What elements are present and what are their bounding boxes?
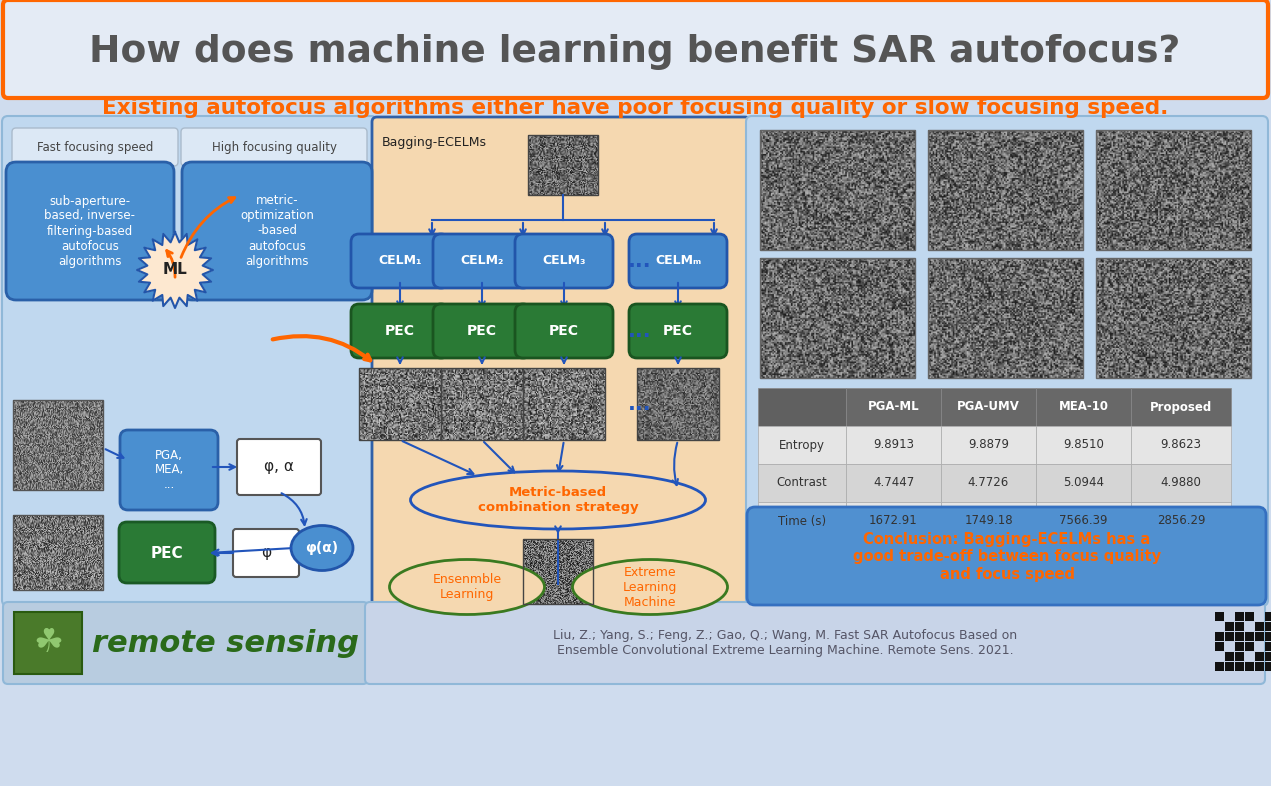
FancyBboxPatch shape — [1036, 388, 1131, 426]
FancyBboxPatch shape — [747, 507, 1266, 605]
FancyBboxPatch shape — [1131, 426, 1232, 464]
FancyBboxPatch shape — [180, 128, 367, 166]
Text: 4.7447: 4.7447 — [873, 476, 914, 490]
FancyBboxPatch shape — [1265, 662, 1271, 671]
FancyBboxPatch shape — [14, 612, 83, 674]
FancyBboxPatch shape — [236, 439, 322, 495]
FancyBboxPatch shape — [351, 304, 449, 358]
FancyBboxPatch shape — [1235, 622, 1244, 631]
FancyBboxPatch shape — [433, 304, 531, 358]
FancyBboxPatch shape — [1215, 632, 1224, 641]
FancyBboxPatch shape — [1246, 642, 1254, 651]
FancyBboxPatch shape — [433, 234, 531, 288]
Text: ...: ... — [628, 251, 652, 271]
Text: High focusing quality: High focusing quality — [211, 141, 337, 153]
FancyBboxPatch shape — [1265, 622, 1271, 631]
Text: 1672.91: 1672.91 — [869, 515, 918, 527]
FancyBboxPatch shape — [3, 602, 369, 684]
Polygon shape — [137, 232, 214, 308]
Text: φ: φ — [261, 545, 271, 560]
Text: ☘: ☘ — [33, 626, 64, 659]
Text: MEA-10: MEA-10 — [1059, 401, 1108, 413]
Text: PEC: PEC — [663, 324, 693, 338]
FancyBboxPatch shape — [1254, 662, 1263, 671]
FancyBboxPatch shape — [1131, 502, 1232, 540]
Ellipse shape — [572, 560, 727, 615]
FancyBboxPatch shape — [1235, 632, 1244, 641]
Text: Extreme
Learning
Machine: Extreme Learning Machine — [623, 565, 677, 608]
Text: CELM₁: CELM₁ — [379, 255, 422, 267]
FancyBboxPatch shape — [1235, 642, 1244, 651]
Text: Contrast: Contrast — [777, 476, 827, 490]
Text: 4.7726: 4.7726 — [969, 476, 1009, 490]
FancyBboxPatch shape — [1254, 652, 1263, 661]
Text: ...: ... — [628, 394, 652, 414]
FancyBboxPatch shape — [1265, 612, 1271, 621]
Text: 1749.18: 1749.18 — [965, 515, 1013, 527]
Text: CELMₘ: CELMₘ — [655, 255, 702, 267]
FancyBboxPatch shape — [941, 502, 1036, 540]
Text: ML: ML — [163, 263, 187, 277]
Text: metric-
optimization
-based
autofocus
algorithms: metric- optimization -based autofocus al… — [240, 194, 314, 267]
FancyBboxPatch shape — [758, 426, 846, 464]
Text: PEC: PEC — [151, 545, 183, 560]
FancyBboxPatch shape — [351, 234, 449, 288]
Text: φ, α: φ, α — [264, 460, 294, 475]
FancyBboxPatch shape — [119, 430, 219, 510]
FancyBboxPatch shape — [3, 116, 377, 606]
FancyBboxPatch shape — [1254, 632, 1263, 641]
Text: PGA,
MEA,
...: PGA, MEA, ... — [154, 449, 183, 491]
FancyBboxPatch shape — [1225, 662, 1234, 671]
FancyBboxPatch shape — [11, 128, 178, 166]
FancyBboxPatch shape — [846, 426, 941, 464]
FancyBboxPatch shape — [846, 388, 941, 426]
FancyBboxPatch shape — [941, 426, 1036, 464]
FancyBboxPatch shape — [1215, 662, 1224, 671]
FancyBboxPatch shape — [119, 522, 215, 583]
FancyBboxPatch shape — [372, 117, 750, 615]
FancyBboxPatch shape — [1246, 662, 1254, 671]
Text: Liu, Z.; Yang, S.; Feng, Z.; Gao, Q.; Wang, M. Fast SAR Autofocus Based on
Ensem: Liu, Z.; Yang, S.; Feng, Z.; Gao, Q.; Wa… — [553, 629, 1017, 657]
Text: CELM₂: CELM₂ — [460, 255, 503, 267]
FancyBboxPatch shape — [515, 304, 613, 358]
FancyBboxPatch shape — [1265, 642, 1271, 651]
Text: 9.8879: 9.8879 — [969, 439, 1009, 451]
Text: CELM₃: CELM₃ — [543, 255, 586, 267]
Text: Conclusion: Bagging-ECELMs has a
good trade-off between focus quality
and focus : Conclusion: Bagging-ECELMs has a good tr… — [853, 532, 1162, 582]
Text: 2856.29: 2856.29 — [1157, 515, 1205, 527]
Text: PGA-ML: PGA-ML — [868, 401, 919, 413]
FancyBboxPatch shape — [1246, 632, 1254, 641]
FancyBboxPatch shape — [182, 162, 372, 300]
Text: PEC: PEC — [466, 324, 497, 338]
FancyBboxPatch shape — [1265, 632, 1271, 641]
FancyBboxPatch shape — [1215, 612, 1224, 621]
FancyBboxPatch shape — [3, 0, 1268, 98]
FancyBboxPatch shape — [1246, 612, 1254, 621]
FancyBboxPatch shape — [746, 116, 1268, 606]
FancyBboxPatch shape — [1131, 464, 1232, 502]
Text: PEC: PEC — [549, 324, 580, 338]
FancyBboxPatch shape — [515, 234, 613, 288]
Text: 4.9880: 4.9880 — [1160, 476, 1201, 490]
Text: 9.8623: 9.8623 — [1160, 439, 1201, 451]
FancyBboxPatch shape — [941, 464, 1036, 502]
FancyBboxPatch shape — [758, 464, 846, 502]
Text: 5.0944: 5.0944 — [1063, 476, 1104, 490]
Text: PEC: PEC — [385, 324, 416, 338]
FancyBboxPatch shape — [1235, 612, 1244, 621]
Text: PGA-UMV: PGA-UMV — [957, 401, 1019, 413]
FancyBboxPatch shape — [1225, 652, 1234, 661]
FancyBboxPatch shape — [758, 388, 846, 426]
Text: Bagging-ECELMs: Bagging-ECELMs — [383, 136, 487, 149]
Text: φ(α): φ(α) — [305, 541, 338, 555]
FancyBboxPatch shape — [1036, 426, 1131, 464]
Text: ...: ... — [628, 321, 652, 341]
FancyBboxPatch shape — [1215, 642, 1224, 651]
FancyBboxPatch shape — [365, 602, 1265, 684]
FancyBboxPatch shape — [1235, 662, 1244, 671]
FancyBboxPatch shape — [1036, 502, 1131, 540]
FancyBboxPatch shape — [846, 502, 941, 540]
Text: remote sensing: remote sensing — [92, 629, 358, 658]
FancyBboxPatch shape — [1225, 622, 1234, 631]
